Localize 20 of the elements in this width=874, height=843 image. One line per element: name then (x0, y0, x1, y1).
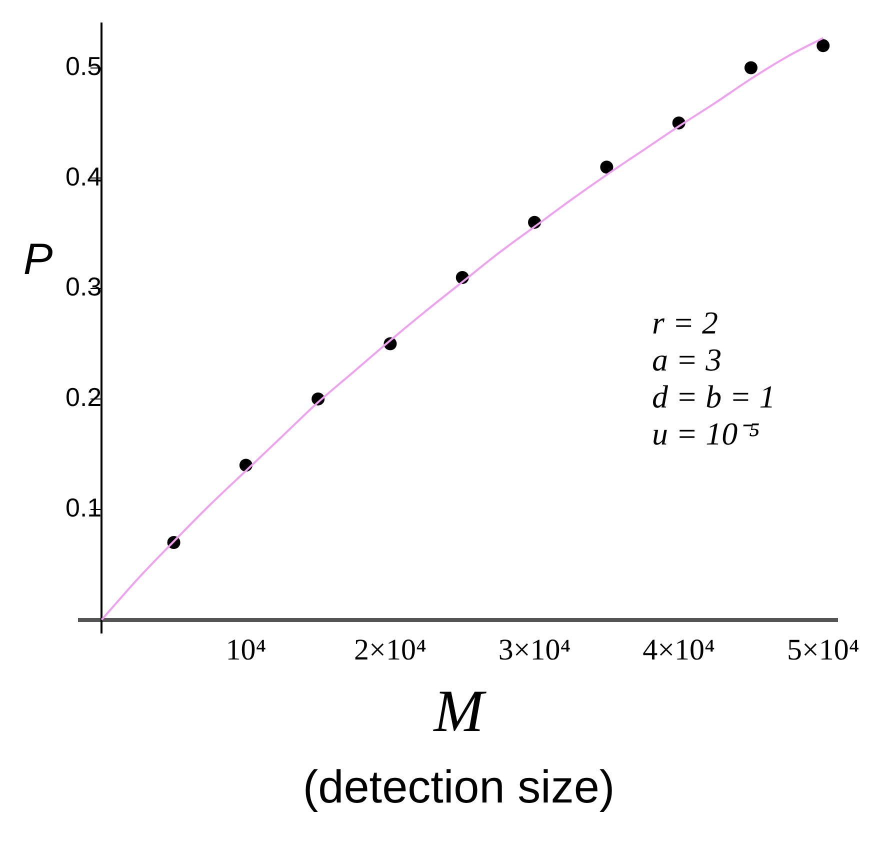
x-tick-label: 5×10⁴ (786, 634, 860, 667)
y-tick-label: 0.5 (65, 50, 102, 81)
x-tick-label: 10⁴ (226, 634, 266, 667)
y-axis-title: P (23, 235, 54, 284)
y-tick-label: 0.3 (65, 272, 102, 302)
annotation: u = 10⁻⁵ (652, 415, 760, 452)
annotation: d = b = 1 (652, 378, 776, 414)
point (600, 160, 614, 174)
x-axis-title: M (detection size) (302, 678, 615, 813)
point (816, 39, 830, 52)
y-tick-label: 0.2 (65, 382, 102, 412)
x-tick-label: 2×10⁴ (354, 634, 426, 667)
line-series (100, 36, 824, 621)
annotation: r = 2 (652, 304, 718, 340)
x-tick-label: 3×10⁴ (498, 634, 571, 667)
annotation: a = 3 (652, 341, 722, 378)
point (744, 61, 758, 74)
y-tick-label: 0.1 (65, 492, 102, 523)
x-tick-label: 4×10⁴ (642, 634, 716, 667)
y-tick-label: 0.4 (65, 161, 102, 192)
